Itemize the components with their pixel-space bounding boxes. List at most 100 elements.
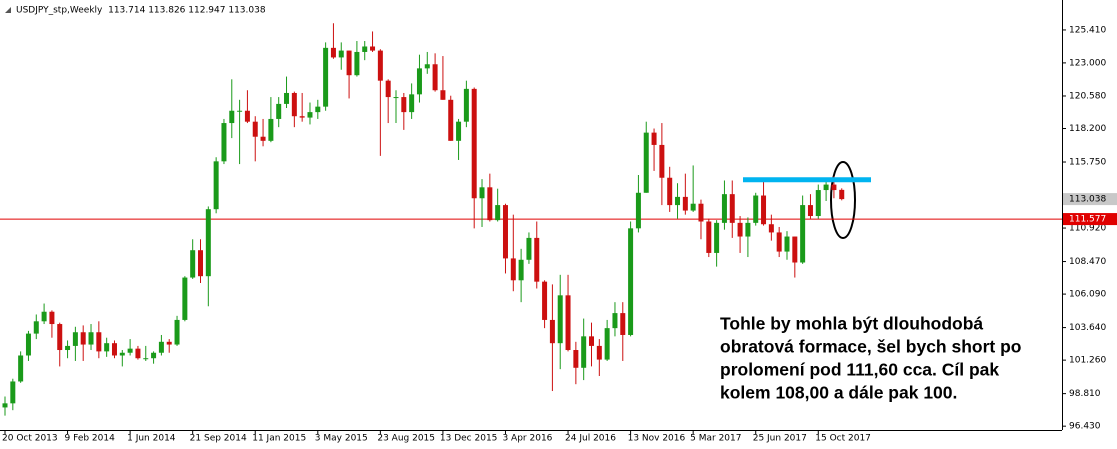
y-tick-label: 103.640 bbox=[1069, 323, 1106, 333]
chart-title: USDJPY_stp,Weekly 113.714 113.826 112.94… bbox=[16, 6, 266, 16]
candle-body bbox=[362, 46, 368, 52]
candle-body bbox=[440, 90, 446, 100]
candle-body bbox=[456, 121, 462, 141]
candle-body bbox=[2, 403, 8, 408]
candle-body bbox=[135, 348, 141, 359]
y-tick-label: 120.580 bbox=[1069, 91, 1106, 101]
candle-body bbox=[57, 324, 63, 351]
candle-body bbox=[753, 195, 759, 223]
y-tick-label: 106.090 bbox=[1069, 290, 1106, 300]
candle-body bbox=[80, 332, 86, 345]
x-tick-label: 13 Nov 2016 bbox=[628, 434, 686, 444]
candle-body bbox=[792, 236, 798, 263]
highlight-ellipse bbox=[830, 161, 856, 239]
candle-body bbox=[565, 295, 571, 351]
candle-body bbox=[495, 205, 501, 221]
candle-body bbox=[346, 50, 352, 76]
candle-body bbox=[589, 336, 594, 346]
annotation-line: obratová formace, šel bych short po bbox=[720, 337, 1021, 357]
candle-body bbox=[768, 224, 774, 233]
candle-body bbox=[377, 50, 383, 81]
candle-body bbox=[416, 68, 422, 95]
candle-body bbox=[581, 336, 587, 368]
candle-body bbox=[244, 110, 250, 122]
x-tick-label: 13 Dec 2015 bbox=[440, 434, 498, 444]
candle-body bbox=[315, 106, 321, 113]
candle-body bbox=[424, 64, 430, 69]
candle-body bbox=[33, 321, 39, 334]
candle-body bbox=[127, 348, 133, 353]
candle-body bbox=[675, 196, 681, 206]
annotation-line: kolem 108,00 a dále pak 100. bbox=[720, 383, 957, 403]
annotation-line: prolomení pod 111,60 cca. Cíl pak bbox=[720, 360, 999, 380]
candle-body bbox=[354, 51, 360, 76]
candle-body bbox=[628, 228, 634, 335]
level-price-box bbox=[1063, 213, 1117, 226]
candle-body bbox=[784, 236, 790, 252]
x-tick-label: 11 Jan 2015 bbox=[252, 434, 306, 444]
candle-body bbox=[729, 194, 735, 223]
candle-body bbox=[831, 184, 837, 191]
x-tick-label: 23 Aug 2015 bbox=[377, 434, 435, 444]
y-tick-label: 96.430 bbox=[1069, 422, 1101, 432]
candle-body bbox=[526, 237, 532, 260]
candle-body bbox=[307, 112, 313, 118]
candle-body bbox=[448, 99, 454, 141]
candle-body bbox=[190, 250, 196, 278]
candle-body bbox=[682, 196, 688, 211]
x-tick-label: 25 Jun 2017 bbox=[753, 434, 807, 444]
candle-body bbox=[88, 332, 94, 345]
candle-body bbox=[612, 313, 618, 329]
candle-body bbox=[714, 222, 720, 253]
candle-body bbox=[198, 250, 203, 277]
candle-body bbox=[409, 94, 415, 113]
annotation-line: Tohle by mohla být dlouhodobá bbox=[720, 314, 983, 334]
candle-body bbox=[10, 381, 16, 404]
x-tick-label: 21 Sep 2014 bbox=[190, 434, 247, 444]
candle-body bbox=[205, 209, 211, 277]
candle-body bbox=[72, 332, 78, 346]
candle-body bbox=[41, 311, 47, 322]
candle-body bbox=[213, 161, 219, 210]
candle-body bbox=[401, 97, 407, 113]
candle-body bbox=[667, 177, 673, 206]
candle-body bbox=[651, 132, 657, 145]
candle-body bbox=[221, 123, 227, 162]
level-price-label: 111.577 bbox=[1069, 215, 1106, 225]
annotation: Tohle by mohla být dlouhodobá obratová fo… bbox=[720, 314, 1021, 403]
candle-body bbox=[761, 195, 767, 225]
candle-body bbox=[299, 116, 305, 118]
x-tick-label: 24 Jul 2016 bbox=[565, 434, 616, 444]
candle-body bbox=[542, 281, 548, 320]
candle-body bbox=[284, 92, 290, 104]
candle-body bbox=[807, 205, 813, 217]
candle-body bbox=[737, 222, 743, 237]
candle-body bbox=[166, 341, 172, 345]
y-tick-label: 115.750 bbox=[1069, 158, 1106, 168]
candle-body bbox=[111, 343, 117, 356]
candle-body bbox=[237, 110, 243, 112]
candle-body bbox=[557, 295, 563, 344]
candle-body bbox=[49, 311, 55, 325]
candle-body bbox=[502, 205, 508, 259]
candle-body bbox=[463, 88, 469, 122]
candle-body bbox=[839, 189, 845, 200]
candle-body bbox=[119, 352, 125, 356]
x-tick-label: 15 Oct 2017 bbox=[815, 434, 871, 444]
y-tick-label: 118.200 bbox=[1069, 124, 1106, 134]
candle-body bbox=[596, 345, 602, 360]
candle-body bbox=[158, 341, 164, 353]
candle-body bbox=[25, 333, 31, 356]
last-price-box bbox=[1063, 193, 1117, 206]
candle-body bbox=[635, 192, 641, 229]
candle-body bbox=[518, 259, 524, 281]
x-tick-label: 3 May 2015 bbox=[315, 434, 368, 444]
candle-body bbox=[370, 46, 376, 51]
x-tick-label: 9 Feb 2014 bbox=[65, 434, 116, 444]
candle-body bbox=[393, 97, 399, 99]
candle-body bbox=[487, 187, 493, 221]
x-tick-label: 20 Oct 2013 bbox=[2, 434, 58, 444]
